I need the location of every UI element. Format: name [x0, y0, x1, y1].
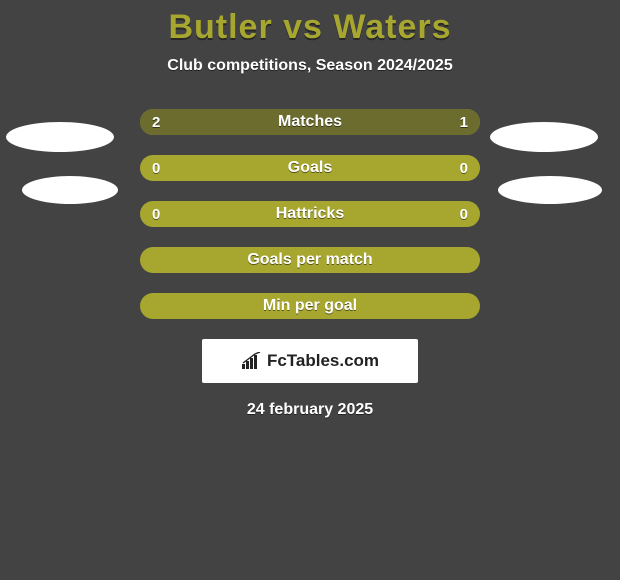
bar-label: Hattricks	[140, 201, 480, 227]
bar-label: Matches	[140, 109, 480, 135]
stat-row: Min per goal	[140, 293, 480, 319]
fctables-logo: FcTables.com	[202, 339, 418, 383]
bar-chart-icon	[241, 352, 263, 370]
bar-label: Goals per match	[140, 247, 480, 273]
bar-value-right: 1	[460, 109, 468, 135]
bar-label: Min per goal	[140, 293, 480, 319]
stat-row: Matches2 1	[140, 109, 480, 135]
bar-value-left: 0	[152, 201, 160, 227]
bar-label: Goals	[140, 155, 480, 181]
stat-row: Goals per match	[140, 247, 480, 273]
subtitle: Club competitions, Season 2024/2025	[0, 57, 620, 75]
bar-value-left: 0	[152, 155, 160, 181]
logo-inner: FcTables.com	[241, 351, 379, 371]
stat-row: Hattricks0 0	[140, 201, 480, 227]
date-line: 24 february 2025	[0, 401, 620, 419]
bar-value-left: 2	[152, 109, 160, 135]
stat-row: Goals0 0	[140, 155, 480, 181]
bar-value-right: 0	[460, 155, 468, 181]
left-team-oval	[6, 122, 114, 152]
logo-text: FcTables.com	[267, 351, 379, 371]
right-team-oval	[490, 122, 598, 152]
bar-value-right: 0	[460, 201, 468, 227]
page-title: Butler vs Waters	[0, 0, 620, 47]
right-team-oval	[498, 176, 602, 204]
page-background: Butler vs Waters Club competitions, Seas…	[0, 0, 620, 580]
left-team-oval	[22, 176, 118, 204]
